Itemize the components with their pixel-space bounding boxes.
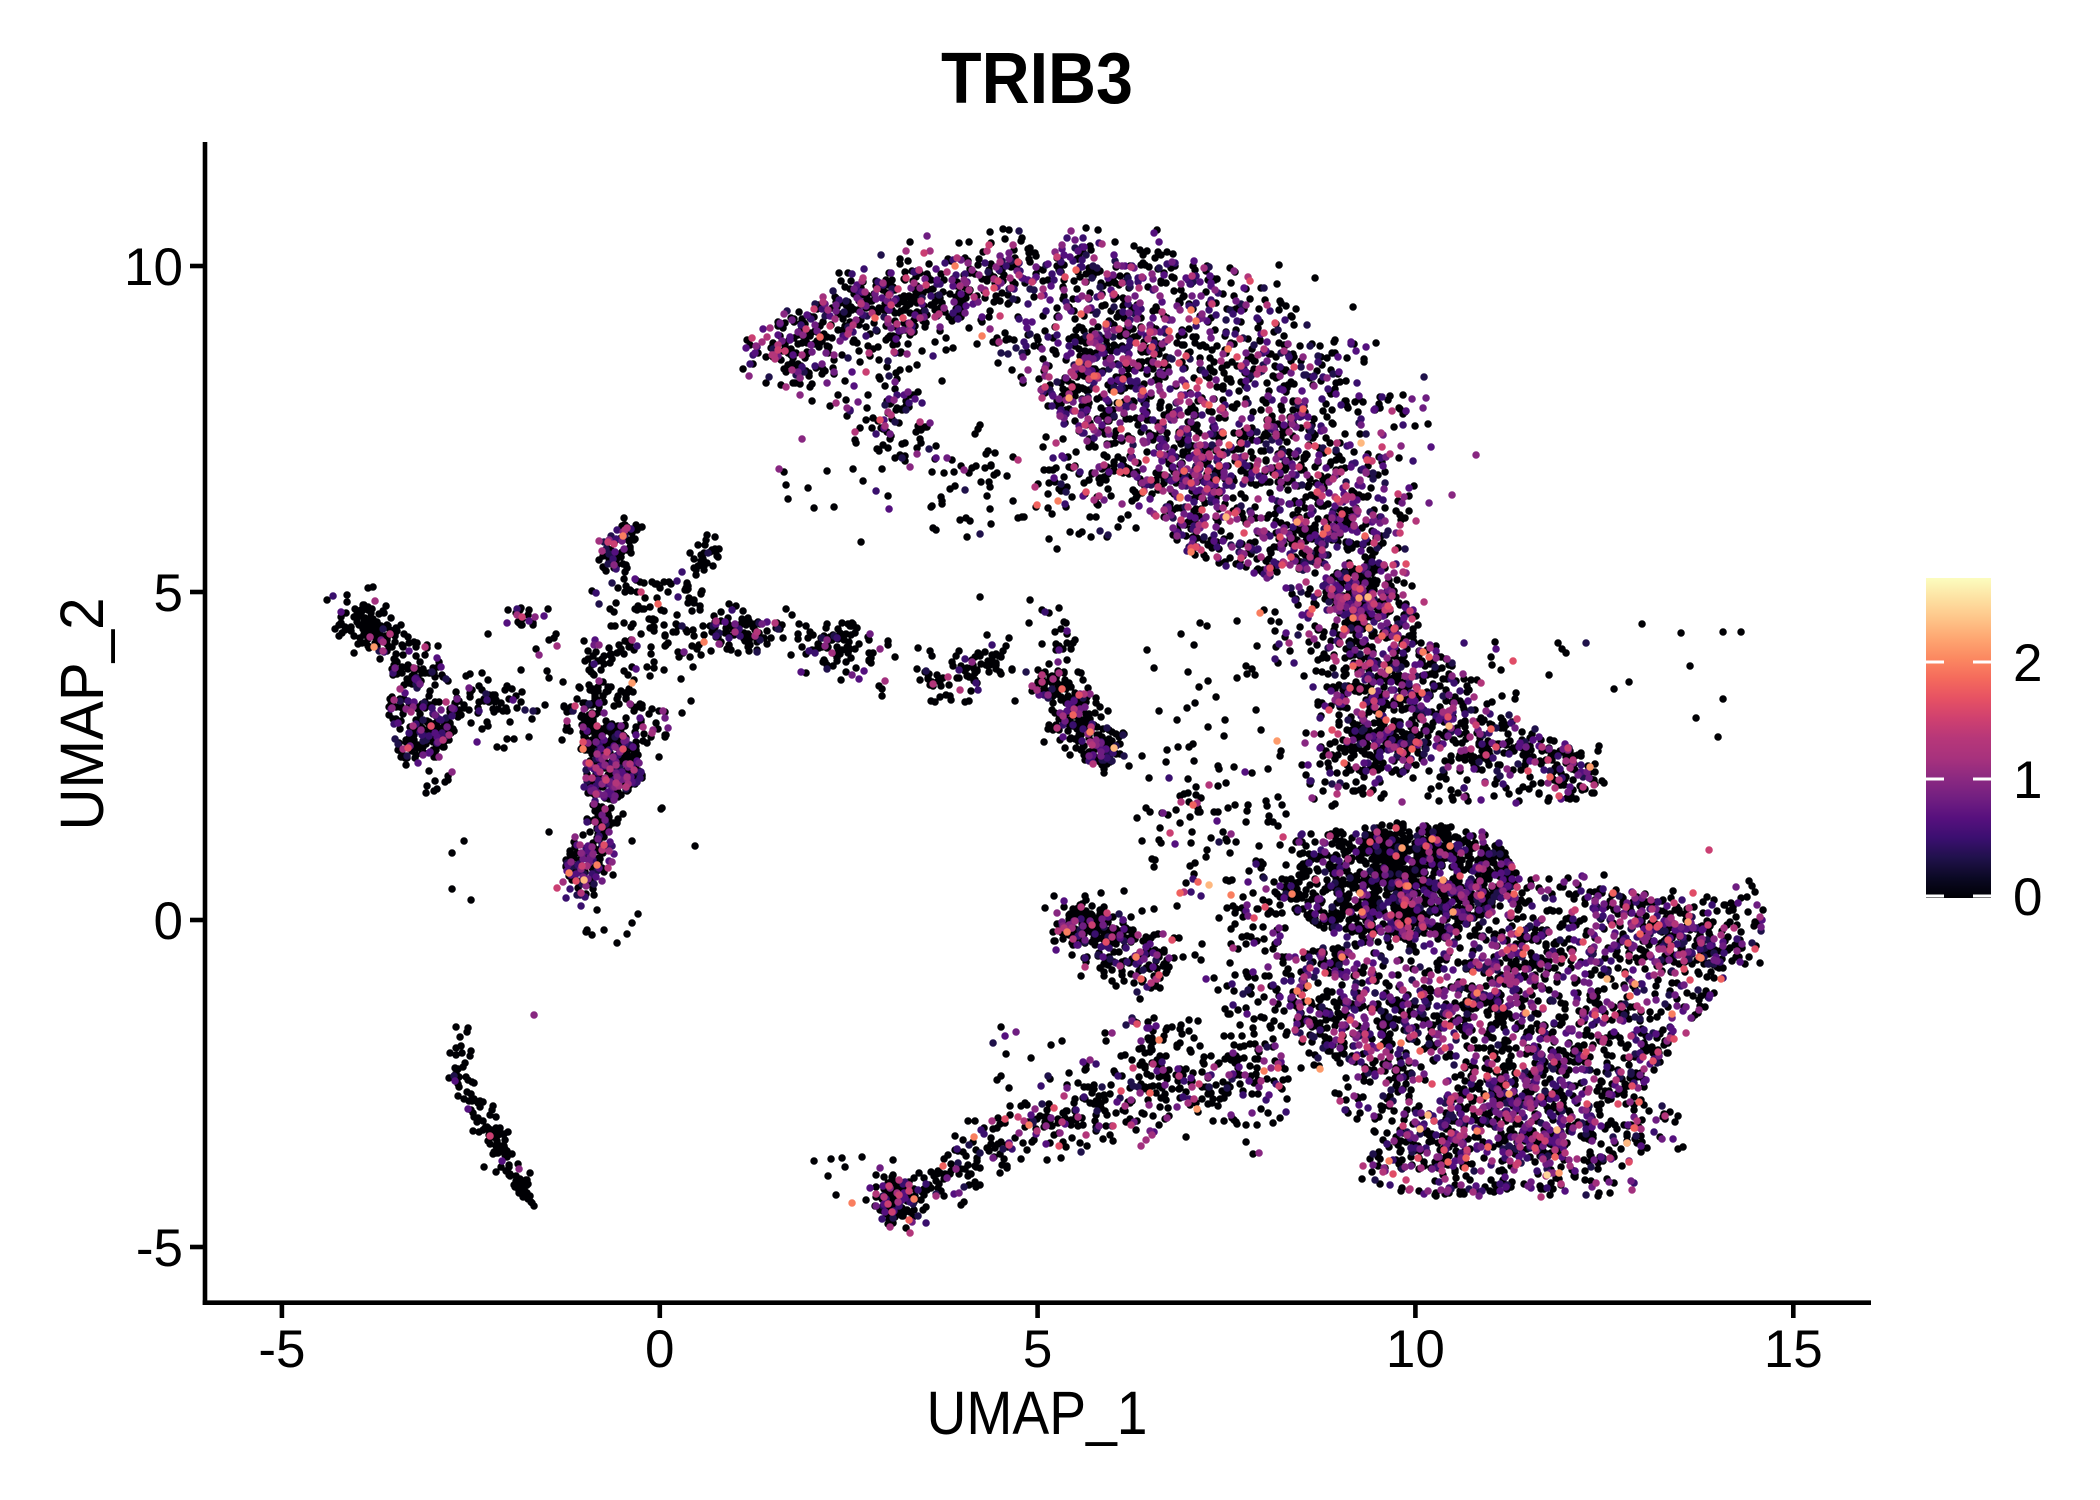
svg-text:-5: -5 xyxy=(258,1320,305,1379)
svg-text:UMAP_1: UMAP_1 xyxy=(927,1379,1148,1447)
svg-text:0: 0 xyxy=(645,1320,674,1379)
svg-text:0: 0 xyxy=(2013,868,2042,927)
svg-text:1: 1 xyxy=(2013,751,2042,810)
svg-text:TRIB3: TRIB3 xyxy=(941,39,1133,119)
svg-text:2: 2 xyxy=(2013,634,2042,693)
svg-text:10: 10 xyxy=(124,238,183,297)
svg-text:10: 10 xyxy=(1386,1320,1445,1379)
svg-text:UMAP_2: UMAP_2 xyxy=(48,598,116,831)
svg-text:-5: -5 xyxy=(136,1219,183,1278)
svg-text:0: 0 xyxy=(154,892,183,951)
svg-text:5: 5 xyxy=(1023,1320,1052,1379)
svg-text:5: 5 xyxy=(154,564,183,623)
svg-text:15: 15 xyxy=(1764,1320,1823,1379)
